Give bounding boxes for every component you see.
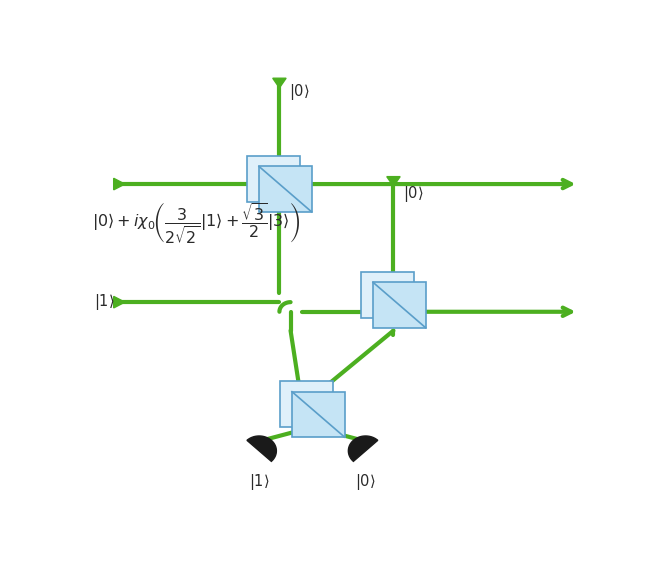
Text: $|0\rangle$: $|0\rangle$ — [355, 472, 376, 492]
Bar — [247, 156, 300, 202]
Polygon shape — [114, 296, 125, 308]
Polygon shape — [387, 177, 400, 186]
Text: $|0\rangle$: $|0\rangle$ — [288, 82, 309, 102]
Text: $|1\rangle$: $|1\rangle$ — [94, 292, 115, 312]
Bar — [292, 392, 345, 437]
Polygon shape — [114, 178, 125, 190]
Bar — [361, 272, 414, 318]
Polygon shape — [273, 78, 286, 88]
Bar — [373, 282, 426, 328]
Text: $|1\rangle$: $|1\rangle$ — [249, 472, 269, 492]
Text: $|0\rangle + i\chi_0\!\left(\dfrac{3}{2\sqrt{2}}|1\rangle + \dfrac{\sqrt{3}}{2}|: $|0\rangle + i\chi_0\!\left(\dfrac{3}{2\… — [92, 201, 300, 246]
Bar — [280, 382, 333, 427]
Text: $|0\rangle$: $|0\rangle$ — [403, 184, 423, 204]
Bar — [259, 166, 312, 212]
Polygon shape — [247, 436, 277, 461]
Polygon shape — [349, 436, 378, 461]
